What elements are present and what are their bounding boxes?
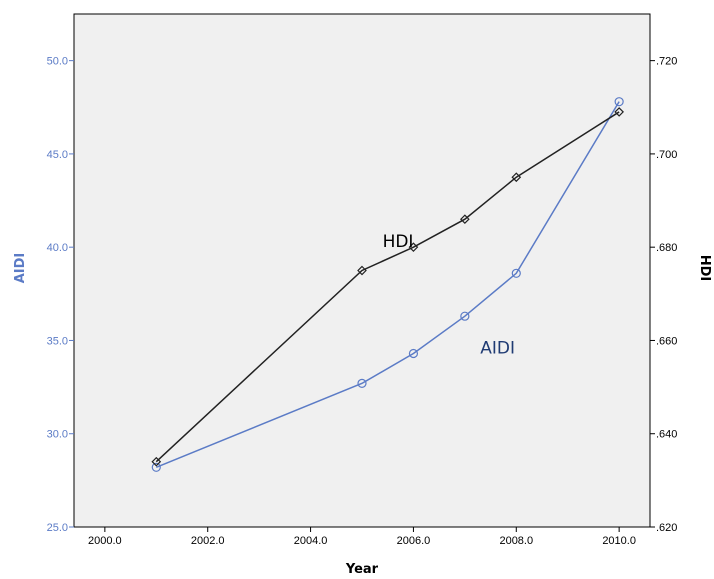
y-right-tick-label: .700: [656, 149, 677, 161]
data-point-hdi: [614, 107, 624, 117]
y-right-tick-label: .660: [656, 335, 677, 347]
y-left-tick-label: 30.0: [47, 429, 68, 441]
series-line-hdi: [155, 111, 620, 463]
data-point-hdi: [460, 214, 470, 225]
data-point-aidi: [460, 311, 470, 321]
x-tick-label: 2002.0: [191, 535, 225, 547]
y-right-tick-label: .640: [656, 429, 677, 441]
data-point-hdi: [357, 265, 367, 276]
x-tick-label: 2006.0: [397, 535, 431, 547]
data-point-aidi: [614, 97, 624, 107]
data-point-aidi: [408, 348, 419, 359]
data-point-aidi: [511, 268, 521, 278]
y-left-tick-label: 50.0: [47, 56, 68, 68]
x-tick-label: 2010.0: [602, 535, 636, 547]
y-left-tick-label: 45.0: [47, 149, 68, 161]
annotation-hdi: HDI: [383, 232, 414, 252]
data-point-aidi: [151, 462, 161, 472]
y-left-axis-title: AIDI: [13, 253, 28, 284]
data-point-aidi: [357, 378, 367, 388]
annotation-aidi: AIDI: [480, 339, 515, 359]
y-left-tick-label: 40.0: [47, 242, 68, 254]
data-point-hdi: [511, 172, 522, 183]
x-tick-label: 2004.0: [294, 535, 328, 547]
y-left-tick-label: 25.0: [47, 522, 68, 534]
x-axis-title: Year: [345, 562, 379, 577]
series-line-aidi: [156, 101, 620, 468]
data-point-hdi: [408, 242, 419, 253]
data-point-hdi: [151, 456, 162, 467]
x-tick-label: 2008.0: [499, 535, 533, 547]
y-right-tick-label: .720: [656, 56, 677, 68]
y-right-tick-label: .680: [656, 242, 677, 254]
y-right-axis-title: HDI: [697, 255, 712, 282]
x-tick-label: 2000.0: [88, 535, 122, 547]
y-right-tick-label: .620: [656, 522, 677, 534]
y-left-tick-label: 35.0: [47, 335, 68, 347]
